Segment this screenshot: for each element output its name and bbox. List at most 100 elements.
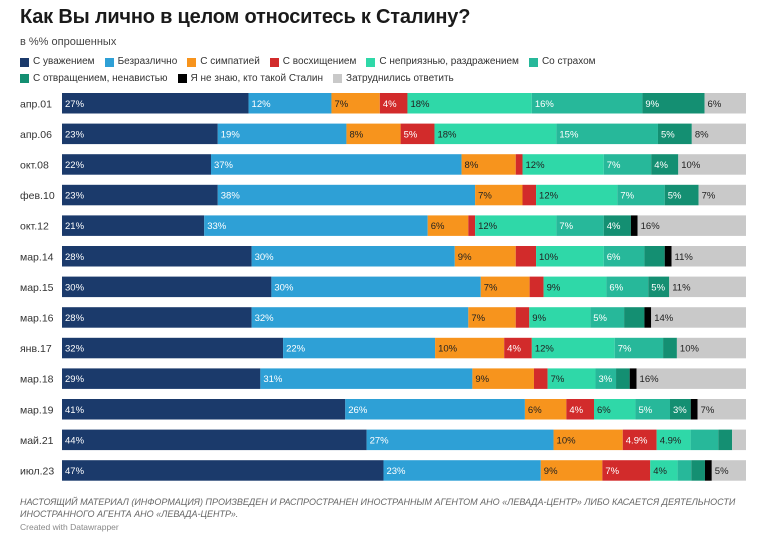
category-label: мар.18: [20, 374, 54, 386]
stacked-bar-chart: апр.01 27% 12% 7% 4% 18% 16% 9% 6% апр.06 23% 19% 8%…: [20, 93, 746, 481]
legend-swatch: [528, 57, 538, 67]
data-label: 16%: [535, 99, 555, 110]
bar-segment: [637, 215, 746, 236]
data-label: 38%: [221, 191, 241, 202]
bar-segment: [540, 460, 603, 481]
data-label: 11%: [675, 252, 694, 263]
bar-segment: [515, 246, 537, 267]
datawrapper-credit[interactable]: Created with Datawrapper: [20, 522, 119, 532]
bar-segment: [533, 368, 548, 389]
bar-segment: [690, 429, 719, 451]
legend-label: С восхищением: [282, 56, 357, 67]
bar-segment: [556, 123, 658, 145]
bar-segment: [642, 93, 705, 114]
bar-segment: [217, 184, 476, 206]
data-label: 7%: [702, 191, 716, 202]
data-label: 8%: [465, 160, 479, 171]
category-label: мар.16: [20, 312, 54, 324]
data-label: 7%: [334, 99, 348, 110]
bar-segment: [635, 399, 670, 420]
data-label: 31%: [263, 374, 283, 385]
data-label: 7%: [471, 313, 485, 324]
bar-segment: [62, 399, 346, 420]
bar-segment: [345, 399, 525, 420]
legend-swatch: [269, 57, 279, 67]
category-label: июл.23: [20, 465, 54, 477]
data-label: 5%: [715, 466, 729, 477]
chart-subtitle: в %% опрошенных: [20, 36, 117, 48]
legend-label: С симпатией: [200, 56, 260, 67]
bar-segment: [260, 368, 473, 389]
data-label: 4%: [654, 160, 668, 171]
bar-segment: [678, 154, 746, 175]
bar-segment: [346, 123, 401, 145]
bar-segment: [434, 123, 557, 145]
data-label: 9%: [544, 466, 558, 477]
bar-segment: [524, 399, 567, 420]
bar-segment: [636, 368, 746, 389]
legend-item: Затруднились ответить: [333, 72, 454, 86]
data-label: 44%: [65, 435, 85, 446]
data-label: 6%: [609, 282, 623, 293]
bar-segment: [468, 307, 516, 328]
bar-segment: [614, 337, 664, 359]
bar-segment: [698, 184, 746, 206]
bar-segment: [62, 246, 252, 267]
bar-segment: [697, 399, 746, 420]
data-label: 7%: [484, 282, 498, 293]
data-label: 7%: [620, 191, 634, 202]
bar-segment: [62, 337, 284, 359]
data-label: 5%: [661, 129, 675, 140]
data-label: 3%: [599, 374, 613, 385]
legend-swatch: [20, 74, 29, 83]
data-label: 4%: [653, 466, 667, 477]
bar-segment: [648, 276, 670, 298]
bar-segment: [677, 460, 692, 481]
data-label: 21%: [65, 221, 85, 232]
bar-segment: [62, 154, 211, 175]
bar-segment: [251, 307, 469, 328]
bar-segment: [379, 93, 408, 114]
data-label: 3%: [673, 405, 687, 416]
data-label: 5%: [593, 313, 607, 324]
bar-segment: [62, 184, 218, 206]
legend-item: С восхищением: [269, 55, 357, 69]
bar-segment: [407, 93, 532, 114]
legend-label: С уважением: [33, 56, 95, 67]
bar-segment: [468, 215, 476, 236]
bar-segment: [624, 307, 645, 328]
legend-label: С неприязнью, раздражением: [379, 56, 519, 67]
bar-segment: [522, 154, 604, 175]
data-label: 16%: [641, 221, 661, 232]
bar-segment: [529, 307, 591, 328]
data-label: 18%: [410, 99, 430, 110]
category-label: май.21: [20, 435, 54, 447]
legend-swatch: [104, 57, 114, 67]
legend-label: Я не знаю, кто такой Сталин: [190, 72, 324, 84]
legend-item: С уважением: [20, 55, 95, 69]
bar-segment: [651, 307, 746, 328]
data-label: 10%: [680, 344, 700, 355]
bar-segment: [718, 429, 733, 451]
bar-segment: [515, 307, 530, 328]
bar-segment: [531, 93, 643, 114]
bar-segment: [711, 460, 746, 481]
legend-swatch: [177, 74, 187, 83]
bar-segment: [283, 337, 436, 359]
data-label: 30%: [65, 282, 85, 293]
legend-swatch: [366, 57, 376, 67]
bar-segment: [62, 460, 384, 481]
bar-segment: [62, 123, 218, 145]
data-label: 7%: [478, 191, 492, 202]
legend-item: С отвращением, ненавистью: [20, 72, 168, 86]
data-label: 8%: [349, 129, 363, 140]
bar-segment: [480, 276, 530, 298]
bar-segment: [383, 460, 541, 481]
bar-segment: [691, 123, 746, 145]
data-label: 9%: [645, 99, 659, 110]
bar-segment: [556, 215, 604, 236]
category-label: мар.15: [20, 282, 54, 294]
bar-segment: [472, 368, 534, 389]
bar-segment: [622, 429, 657, 451]
data-label: 12%: [478, 221, 498, 232]
